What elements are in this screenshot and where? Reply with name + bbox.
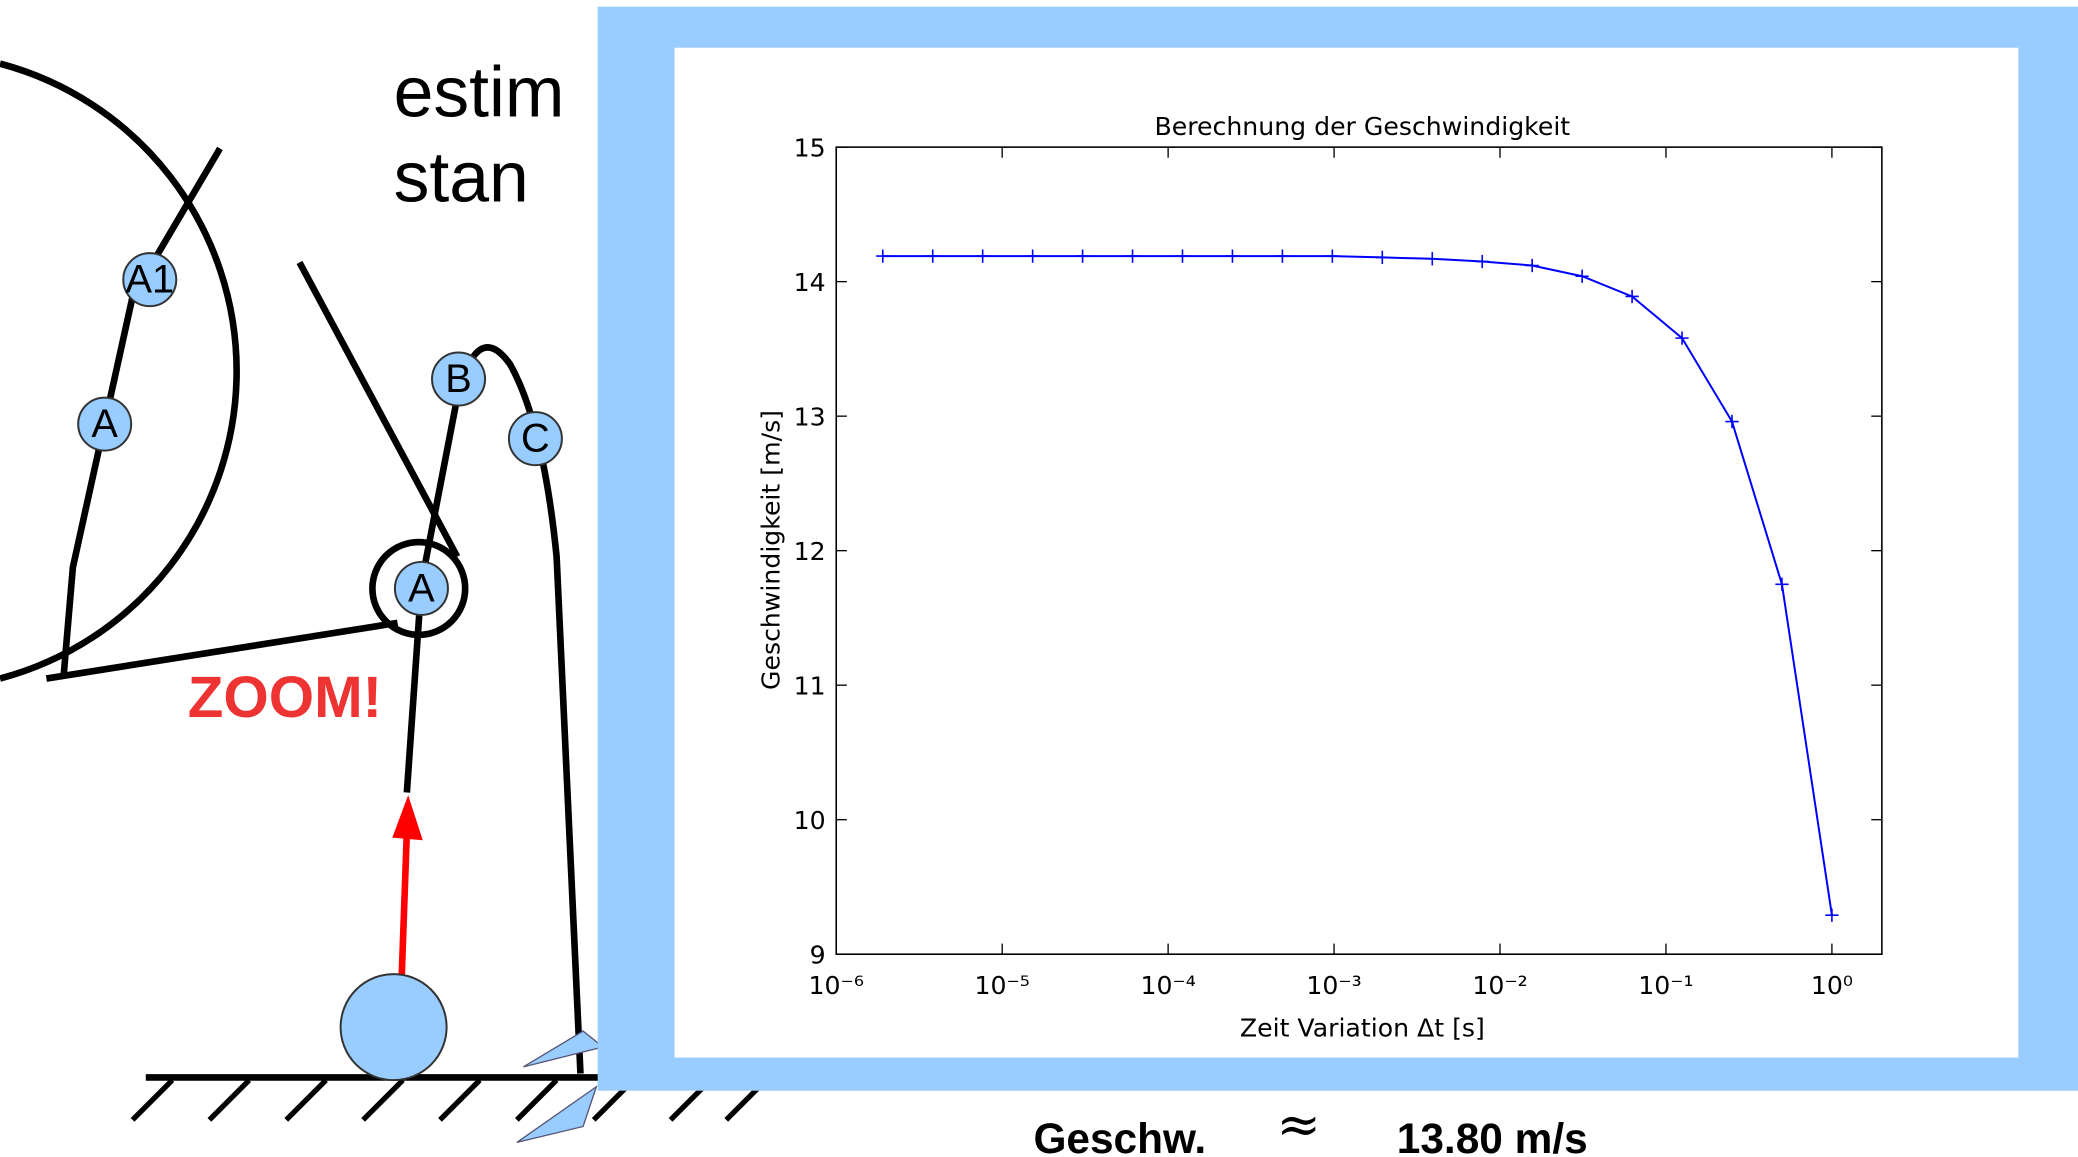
arrows — [516, 1030, 605, 1144]
arrow — [398, 832, 411, 981]
result-label: Geschw. — [1033, 1115, 1206, 1157]
zoom-label: ZOOM! — [188, 665, 382, 730]
marker — [1375, 250, 1389, 265]
arrow-head — [392, 795, 423, 841]
marker — [1775, 577, 1789, 591]
point-label: A — [408, 566, 435, 610]
marker — [1675, 331, 1689, 345]
ball — [339, 973, 448, 1082]
y-tick-label: 13 — [794, 402, 826, 431]
y-axis-label: Geschwindigkeit [m/s] — [756, 410, 785, 690]
point-label: A — [91, 402, 118, 446]
approx: ≈ — [1277, 1093, 1321, 1155]
title-fragment: stan — [394, 137, 529, 217]
marker — [1475, 254, 1489, 269]
point — [393, 560, 449, 616]
marker — [1575, 269, 1589, 283]
marker — [1825, 908, 1839, 922]
result-value: 13.80 m/s — [1397, 1115, 1588, 1157]
marker — [1175, 249, 1190, 263]
x-tick-label: 10⁻⁴ — [1140, 971, 1195, 1000]
x-tick-label: 10⁻⁵ — [974, 971, 1029, 1000]
marker — [1225, 249, 1240, 263]
y-tick-label: 12 — [794, 537, 826, 566]
x-tick-label: 10⁻³ — [1306, 971, 1361, 1000]
series-line — [882, 255, 1833, 916]
chart-title: Berechnung der Geschwindigkeit — [1155, 112, 1571, 141]
y-tick-label: 9 — [810, 940, 826, 969]
x-tick-label: 10⁻² — [1472, 971, 1527, 1000]
marker — [1325, 249, 1339, 263]
point — [122, 252, 178, 308]
x-tick-label: 10⁻⁶ — [809, 971, 864, 1000]
marker — [1425, 252, 1439, 266]
y-tick-label: 10 — [794, 806, 826, 835]
marker — [1525, 258, 1539, 273]
point — [507, 411, 563, 467]
x-tick-label: 10⁰ — [1811, 971, 1853, 1000]
marker — [1725, 414, 1739, 429]
marker — [876, 249, 890, 263]
marker — [1075, 249, 1090, 263]
point-label: B — [445, 357, 472, 401]
marker — [1625, 289, 1639, 304]
marker — [1026, 249, 1040, 263]
marker — [1275, 249, 1290, 263]
marker — [926, 249, 940, 263]
y-tick-label: 15 — [794, 133, 826, 162]
plot-area — [674, 47, 2019, 1058]
point-label: C — [521, 417, 550, 461]
point — [431, 351, 487, 407]
point-label: A1 — [125, 258, 174, 302]
point — [77, 396, 133, 452]
marker — [976, 249, 990, 263]
title-fragment: estim — [394, 53, 565, 133]
x-axis-label: Zeit Variation Δt [s] — [1240, 1013, 1485, 1042]
x-tick-label: 10⁻¹ — [1638, 971, 1693, 1000]
y-tick-label: 11 — [794, 671, 826, 700]
y-tick-label: 14 — [794, 268, 826, 297]
marker — [1125, 249, 1140, 263]
